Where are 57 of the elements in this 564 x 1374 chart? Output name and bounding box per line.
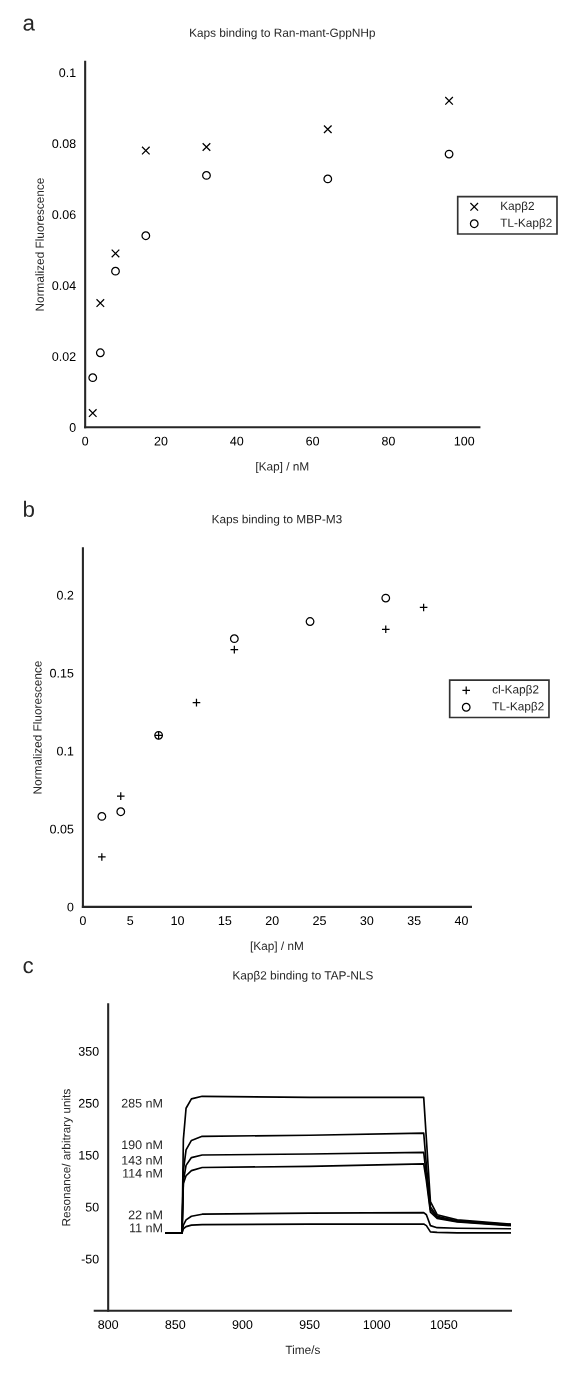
x-tick-label: 10: [171, 916, 185, 926]
x-axis-title: Time/s: [285, 1345, 320, 1355]
x-tick-label: 30: [360, 916, 374, 926]
y-tick-label: -50: [81, 1254, 99, 1264]
x-tick-label: 800: [98, 1320, 119, 1330]
series-label: 22 nM: [128, 1210, 162, 1220]
chart-title: Kaps binding to Ran-mant-GppNHp: [190, 28, 375, 40]
x-tick-label: 20: [265, 916, 279, 926]
y-tick-label: 0.15: [50, 668, 74, 678]
y-tick-label: 0.04: [52, 281, 76, 291]
series-label: 114 nM: [123, 1169, 162, 1178]
y-tick-label: 0.1: [59, 68, 76, 78]
y-axis-title: Normalized Fluorescence: [32, 661, 42, 794]
chart-title: Kapβ2 binding to TAP-NLS: [233, 970, 373, 982]
x-tick-label: 900: [232, 1320, 253, 1330]
x-tick-label: 20: [154, 436, 168, 446]
y-tick-label: 0.02: [52, 352, 76, 361]
y-tick-label: 0: [67, 902, 74, 912]
x-tick-label: 80: [382, 436, 395, 446]
x-tick-label: 15: [218, 916, 232, 926]
y-tick-label: 350: [78, 1046, 99, 1056]
series-label: 190 nM: [122, 1140, 162, 1150]
x-tick-label: 850: [165, 1320, 186, 1330]
series-label: 11 nM: [130, 1223, 162, 1233]
series-label: 143 nM: [122, 1155, 162, 1165]
x-tick-label: 40: [454, 916, 468, 926]
y-tick-label: 50: [85, 1202, 99, 1212]
x-tick-label: 1000: [363, 1320, 391, 1330]
x-tick-label: 1050: [430, 1320, 458, 1330]
x-tick-label: 40: [230, 436, 244, 446]
y-tick-label: 0.05: [50, 824, 74, 834]
y-tick-label: 150: [79, 1150, 99, 1160]
y-axis-title: Normalized Fluorescence: [35, 178, 44, 311]
x-tick-label: 950: [299, 1320, 320, 1330]
legend-label: TL-Kapβ2: [500, 218, 552, 230]
y-tick-label: 0.06: [52, 210, 76, 220]
x-tick-label: 100: [454, 436, 475, 446]
legend-label: TL-Kapβ2: [492, 701, 544, 713]
y-tick-label: 250: [78, 1098, 99, 1108]
text: c: [23, 961, 34, 974]
series-label: 285 nM: [121, 1098, 162, 1108]
legend-label: Kapβ2: [501, 201, 534, 213]
x-tick-label: 35: [407, 916, 421, 926]
x-tick-label: 60: [306, 436, 320, 446]
y-tick-label: 0.1: [56, 746, 74, 756]
chart-title: Kaps binding to MBP-M3: [212, 514, 342, 526]
x-axis-title: [Kap] / nM: [250, 941, 303, 953]
y-tick-label: 0.2: [56, 590, 74, 600]
y-tick-label: 0.08: [52, 139, 76, 149]
x-axis-title: [Kap] / nM: [256, 461, 309, 473]
x-tick-label: 25: [313, 916, 326, 926]
legend-label: cl-Kapβ2: [492, 684, 539, 696]
text: b: [23, 500, 34, 518]
y-axis-title: Resonance/ arbitrary units: [61, 1089, 73, 1226]
text: a: [23, 18, 35, 31]
x-tick-label: 5: [127, 916, 134, 926]
y-tick-label: 0: [69, 423, 76, 432]
